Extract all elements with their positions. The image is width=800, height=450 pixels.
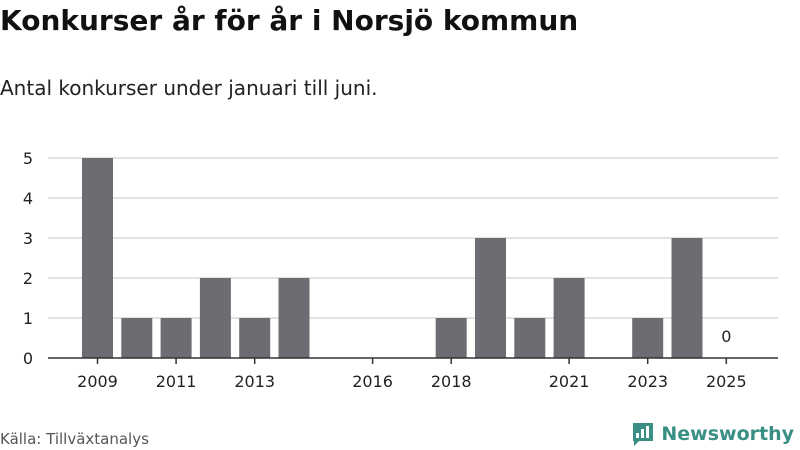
x-tick-label-2016: 2016 xyxy=(352,372,393,391)
bar-2020 xyxy=(514,318,546,358)
y-tick-label-2: 2 xyxy=(23,269,33,288)
y-tick-label-3: 3 xyxy=(23,229,33,248)
bar-2010 xyxy=(121,318,153,358)
newsworthy-logo: Newsworthy xyxy=(631,421,794,447)
bar-2021 xyxy=(553,278,585,358)
y-tick-label-5: 5 xyxy=(23,149,33,168)
x-tick-label-2023: 2023 xyxy=(627,372,668,391)
bar-2012 xyxy=(199,278,231,358)
bar-chart: 0 1 2 3 4 5 2009 2011 2013 2016 2018 2021 2023 2025 0 xyxy=(23,149,778,391)
bar-2023 xyxy=(632,318,664,358)
chart-title: Konkurser år för år i Norsjö kommun xyxy=(0,4,579,37)
bar-2014 xyxy=(278,278,310,358)
bar-2018 xyxy=(435,318,467,358)
bar-2009 xyxy=(82,158,113,358)
brand-name: Newsworthy xyxy=(661,423,794,445)
bar-2013 xyxy=(239,318,271,358)
source-note: Källa: Tillväxtanalys xyxy=(0,430,149,448)
y-tick-label-4: 4 xyxy=(23,189,33,208)
x-tick-label-2018: 2018 xyxy=(431,372,472,391)
x-tick-label-2021: 2021 xyxy=(549,372,590,391)
bar-chart-logo-icon xyxy=(633,423,654,446)
bar-2019 xyxy=(475,238,506,358)
x-tick-label-2025: 2025 xyxy=(706,372,747,391)
y-tick-label-1: 1 xyxy=(23,309,33,328)
bar-2024 xyxy=(671,238,703,358)
data-label-2025: 0 xyxy=(721,327,731,346)
x-tick-label-2009: 2009 xyxy=(77,372,118,391)
y-tick-label-0: 0 xyxy=(23,349,33,368)
chart-subtitle: Antal konkurser under januari till juni. xyxy=(0,76,378,100)
bar-2011 xyxy=(160,318,192,358)
x-tick-label-2011: 2011 xyxy=(156,372,197,391)
x-tick-label-2013: 2013 xyxy=(234,372,275,391)
